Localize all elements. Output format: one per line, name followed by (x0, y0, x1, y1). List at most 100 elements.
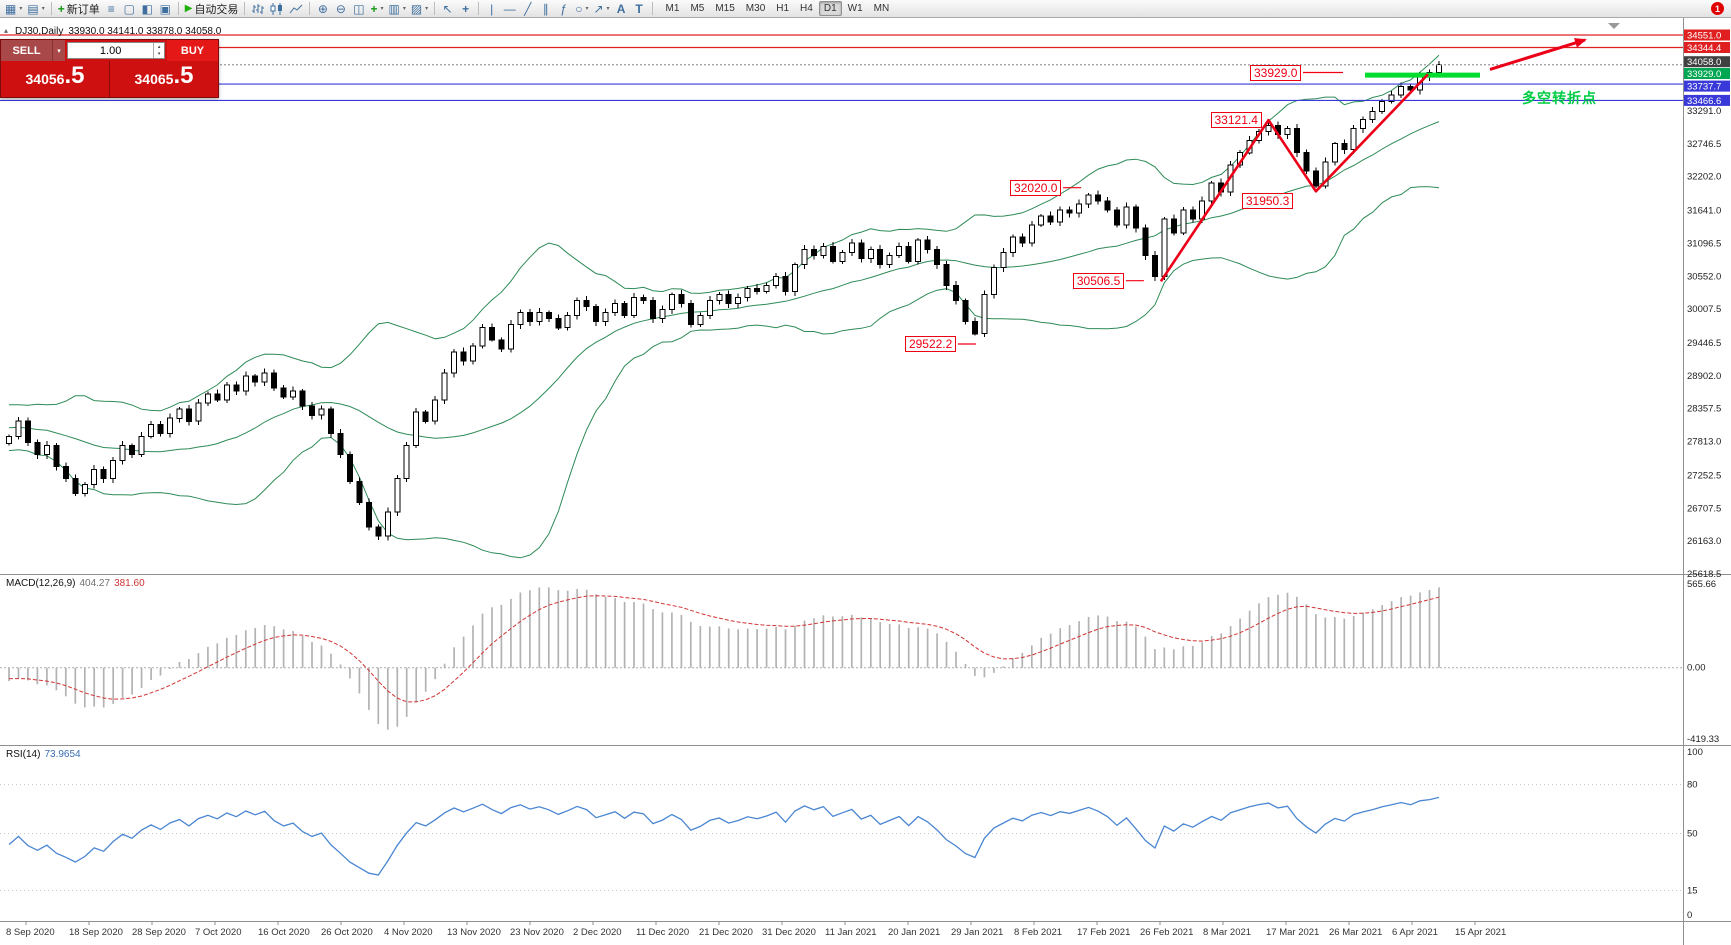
svg-text:15: 15 (1687, 886, 1698, 897)
text-label-button[interactable]: T (631, 1, 648, 17)
crosshair-button[interactable]: + (457, 1, 474, 17)
svg-text:28902.0: 28902.0 (1687, 371, 1721, 382)
svg-text:34058.0: 34058.0 (1687, 57, 1721, 68)
svg-text:565.66: 565.66 (1687, 579, 1716, 590)
sell-button[interactable]: SELL (1, 40, 52, 61)
periods-button[interactable]: ▥ ▾ (386, 1, 407, 17)
new-order-plus-icon: + (57, 1, 65, 16)
stepper-up-icon[interactable]: ▴ (157, 43, 161, 50)
chart-candles-button[interactable] (268, 1, 286, 17)
timeframe-button-H4[interactable]: H4 (800, 3, 813, 14)
chart-line-button[interactable] (287, 1, 305, 17)
one-click-trading-panel: SELL ▾ ▴▾ BUY 34056.5 34065.5 (0, 39, 219, 98)
new-order-button[interactable]: + 新订单 (56, 1, 102, 17)
svg-text:17 Mar 2021: 17 Mar 2021 (1266, 927, 1319, 938)
buy-price-display[interactable]: 34065.5 (110, 61, 218, 97)
timeframe-button-M5[interactable]: M5 (690, 3, 705, 14)
zoom-in-button[interactable]: ⊕ (314, 1, 331, 17)
toolbar-separator (478, 2, 480, 15)
shapes-button[interactable]: ○ ▾ (573, 1, 590, 17)
chart-bars-button[interactable] (249, 1, 267, 17)
channel-button[interactable]: ∥ (537, 1, 554, 17)
toolbar-separator (244, 2, 246, 15)
price-tag-34344.4 (1684, 42, 1730, 53)
svg-text:20 Jan 2021: 20 Jan 2021 (888, 927, 940, 938)
volume-field: ▴▾ (67, 42, 165, 59)
data-window-button[interactable]: ▢ (121, 1, 138, 17)
price-annotation-33929.0[interactable]: 33929.0 (1250, 64, 1302, 81)
market-watch-button[interactable]: ≡ (103, 1, 120, 17)
toolbar-separator (309, 2, 311, 15)
chart-shift-marker[interactable] (1608, 23, 1620, 29)
svg-text:18 Sep 2020: 18 Sep 2020 (69, 927, 123, 938)
data-window-icon: ▢ (123, 1, 135, 16)
horizontal-line-button[interactable]: — (501, 1, 518, 17)
timeframe-button-M1[interactable]: M1 (665, 3, 680, 14)
new-chart-button[interactable]: ▦ ▾ (3, 1, 24, 17)
timeframe-button-H1[interactable]: H1 (776, 3, 790, 14)
cursor-button[interactable]: ↖ (439, 1, 456, 17)
one-click-collapse-arrow[interactable]: ▴ (4, 26, 9, 35)
rsi-value: 73.9654 (44, 749, 81, 760)
price-annotation-32020.0[interactable]: 32020.0 (1010, 179, 1062, 196)
buy-price-main: 34065 (134, 71, 174, 87)
svg-text:11 Jan 2021: 11 Jan 2021 (825, 927, 877, 938)
turning-point-note[interactable]: 多空转折点 (1522, 90, 1597, 106)
price-tag-34551.0 (1684, 29, 1730, 41)
vertical-line-icon: | (490, 1, 494, 16)
sell-dropdown-arrow[interactable]: ▾ (52, 40, 65, 61)
timeframe-button-M15[interactable]: M15 (715, 3, 735, 14)
trendline-button[interactable]: ╱ (519, 1, 536, 17)
buy-button[interactable]: BUY (167, 40, 218, 61)
vertical-line-button[interactable]: | (483, 1, 500, 17)
svg-text:13 Nov 2020: 13 Nov 2020 (447, 927, 501, 938)
text-label-icon: T (635, 1, 643, 16)
svg-text:28 Sep 2020: 28 Sep 2020 (132, 927, 186, 938)
chart-canvas: 33291.0 32746.5 32202.0 31641.0 31096.5 30552… (0, 18, 1731, 945)
tile-windows-button[interactable]: ◫ (350, 1, 367, 17)
notification-badge[interactable]: 1 (1711, 2, 1724, 15)
navigator-button[interactable]: ◧ (139, 1, 156, 17)
svg-text:100: 100 (1687, 747, 1703, 758)
chevron-down-icon: ▾ (380, 6, 384, 12)
timeframes-group: M1 M5 M15 M30 H1 H4 D1 W1 MN (661, 1, 895, 16)
indicators-button[interactable]: + ▾ (368, 1, 385, 17)
volume-input[interactable] (68, 43, 154, 58)
volume-stepper[interactable]: ▴ ▾ (153, 43, 164, 58)
svg-text:26 Mar 2021: 26 Mar 2021 (1329, 927, 1382, 938)
text-tool-button[interactable]: A (613, 1, 630, 17)
fibonacci-button[interactable]: ƒ (555, 1, 572, 17)
price-annotation-29522.2[interactable]: 29522.2 (904, 336, 957, 352)
trend-arrow[interactable] (1489, 38, 1587, 71)
channel-icon: ∥ (542, 1, 549, 16)
price-axis[interactable]: 33291.0 32746.5 32202.0 31641.0 31096.5 30552… (1684, 29, 1730, 581)
price-annotation-31950.3[interactable]: 31950.3 (1241, 192, 1294, 209)
sell-price-main: 34056 (25, 71, 65, 87)
symbol-period-label: DJ30,Daily (15, 26, 64, 37)
indicators-plus-icon: + (370, 1, 378, 16)
svg-text:27813.0: 27813.0 (1687, 437, 1721, 448)
sell-price-display[interactable]: 34056.5 (1, 61, 110, 97)
timeframe-button-W1[interactable]: W1 (847, 3, 863, 14)
bollinger-bands (8, 54, 1440, 559)
svg-text:2 Dec 2020: 2 Dec 2020 (573, 927, 622, 938)
chevron-down-icon: ▾ (585, 6, 589, 12)
profiles-button[interactable]: ▤ ▾ (25, 1, 46, 17)
price-annotation-33121.4[interactable]: 33121.4 (1210, 111, 1262, 128)
trend-zigzag[interactable] (1159, 73, 1429, 283)
timeframe-button-M30[interactable]: M30 (745, 3, 766, 14)
terminal-button[interactable]: ▣ (157, 1, 174, 17)
timeframe-button-D1[interactable]: D1 (818, 1, 842, 16)
svg-text:-419.33: -419.33 (1687, 734, 1719, 745)
arrows-button[interactable]: ↗ ▾ (591, 1, 611, 17)
sell-price-fraction: .5 (64, 62, 85, 89)
templates-button[interactable]: ▨ ▾ (409, 1, 430, 17)
timeframe-button-MN[interactable]: MN (873, 3, 890, 14)
stepper-down-icon[interactable]: ▾ (157, 51, 161, 58)
templates-icon: ▨ (410, 1, 423, 16)
date-axis[interactable]: 8 Sep 2020 18 Sep 2020 28 Sep 2020 7 Oct 20… (6, 921, 1506, 938)
buy-price-fraction: .5 (173, 62, 194, 89)
price-annotation-30506.5[interactable]: 30506.5 (1072, 272, 1125, 289)
autotrading-button[interactable]: ▶ 自动交易 (183, 1, 241, 17)
zoom-out-button[interactable]: ⊖ (332, 1, 349, 17)
